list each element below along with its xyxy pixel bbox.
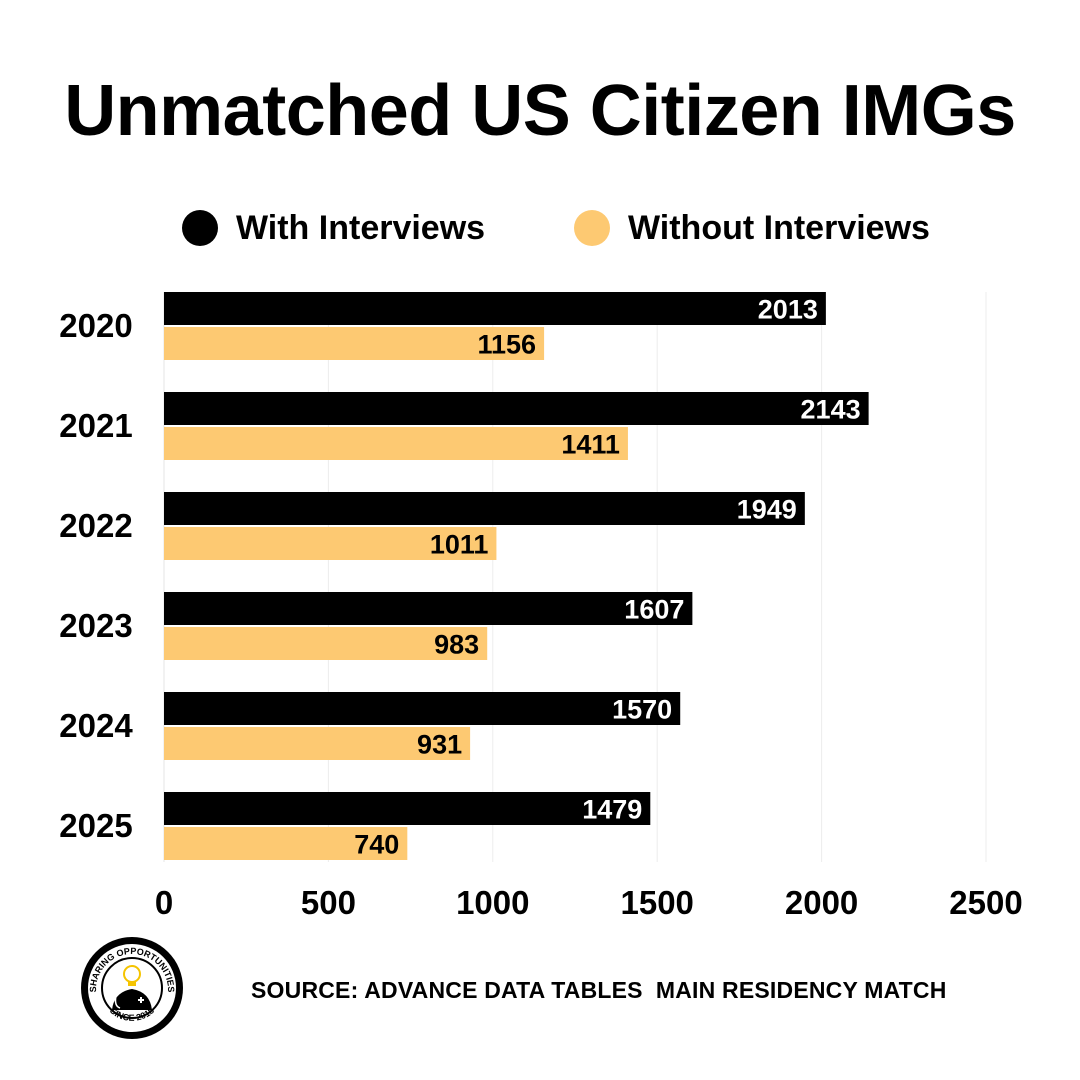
x-tick-label-2000: 2000	[785, 884, 858, 920]
x-tick-label-2500: 2500	[949, 884, 1022, 920]
legend-label-with-interviews: With Interviews	[236, 208, 486, 247]
data-label-without-interviews-2020: 1156	[478, 330, 537, 360]
category-label-2025: 2025	[59, 807, 132, 844]
category-label-2020: 2020	[59, 307, 132, 344]
data-label-without-interviews-2021: 1411	[561, 430, 620, 460]
data-label-with-interviews-2020: 2013	[758, 295, 818, 325]
data-label-without-interviews-2024: 931	[417, 730, 462, 760]
chart-title: Unmatched US Citizen IMGs	[64, 71, 1016, 151]
data-label-without-interviews-2023: 983	[434, 630, 479, 660]
bar-without-interviews-2023	[164, 627, 488, 660]
data-label-without-interviews-2022: 1011	[430, 530, 489, 560]
data-label-without-interviews-2025: 740	[354, 830, 399, 860]
bar-without-interviews-2025	[164, 827, 408, 860]
stethoscope-icon	[114, 995, 121, 1009]
legend-label-without-interviews: Without Interviews	[628, 208, 930, 247]
x-tick-label-500: 500	[301, 884, 356, 920]
bar-with-interviews-2025	[164, 792, 651, 825]
medical-cross-icon	[138, 997, 144, 1003]
legend-item-with-interviews: With Interviews	[182, 206, 485, 250]
data-label-with-interviews-2025: 1479	[582, 795, 642, 825]
bar-without-interviews-2021	[164, 427, 628, 460]
bar-with-interviews-2023	[164, 592, 693, 625]
bar-without-interviews-2022	[164, 527, 497, 560]
legend: With Interviews Without Interviews	[0, 206, 1080, 250]
legend-swatch-with-interviews	[182, 210, 218, 246]
bar-with-interviews-2024	[164, 692, 681, 725]
doctor-silhouette-icon	[112, 989, 152, 1010]
data-label-with-interviews-2022: 1949	[737, 495, 797, 525]
category-label-2023: 2023	[59, 607, 132, 644]
bar-with-interviews-2020	[164, 292, 826, 325]
x-tick-label-1000: 1000	[456, 884, 529, 920]
legend-swatch-without-interviews	[574, 210, 610, 246]
lightbulb-icon	[123, 965, 141, 986]
data-label-with-interviews-2023: 1607	[624, 595, 684, 625]
data-label-with-interviews-2024: 1570	[612, 695, 672, 725]
category-label-2022: 2022	[59, 507, 132, 544]
bar-without-interviews-2024	[164, 727, 471, 760]
bar-chart: 0 500 1000 1500 2000 2500 2020 2013 1156 2021 2143…	[59, 292, 1023, 920]
bar-with-interviews-2022	[164, 492, 805, 525]
x-tick-label-1500: 1500	[620, 884, 693, 920]
data-label-with-interviews-2021: 2143	[801, 395, 861, 425]
category-label-2024: 2024	[59, 707, 133, 744]
x-tick-label-0: 0	[155, 884, 173, 920]
bar-with-interviews-2021	[164, 392, 869, 425]
bar-without-interviews-2020	[164, 327, 545, 360]
logo-badge: SHARING OPPORTUNITIES SINCE 2018	[81, 937, 183, 1039]
legend-item-without-interviews: Without Interviews	[574, 206, 930, 250]
category-label-2021: 2021	[59, 407, 132, 444]
source-note: SOURCE: ADVANCE DATA TABLES MAIN RESIDEN…	[251, 977, 947, 1003]
